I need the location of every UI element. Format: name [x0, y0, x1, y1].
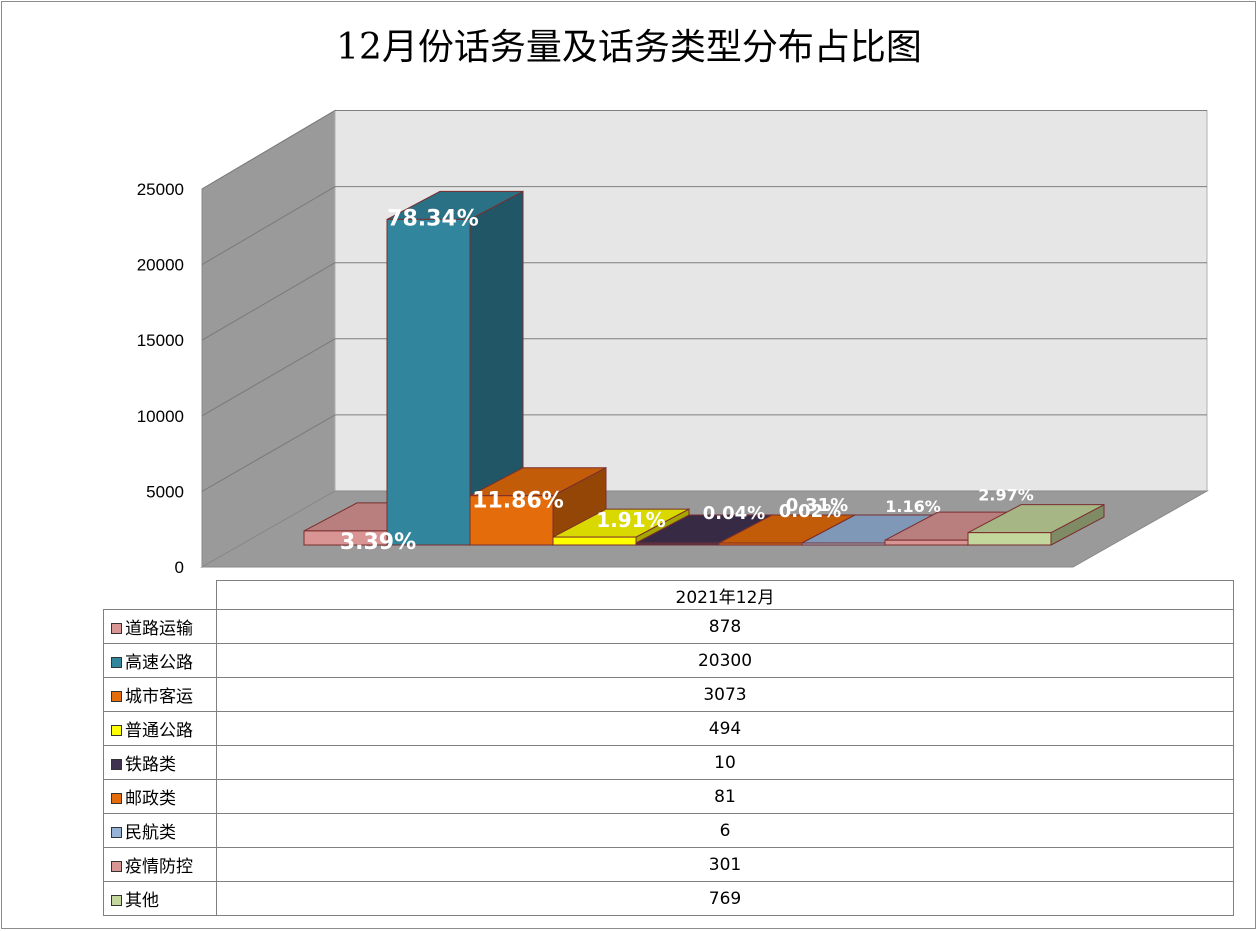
bar-front	[635, 542, 720, 546]
category-cell: 普通公路	[103, 711, 217, 746]
category-label: 高速公路	[125, 653, 193, 673]
legend-key	[111, 793, 122, 804]
y-tick-label: 15000	[137, 331, 184, 350]
percent-label-1: 3.39%	[340, 530, 416, 555]
legend-key	[111, 623, 122, 634]
table-row: 城市客运 3073	[103, 677, 1234, 712]
table-row: 普通公路 494	[103, 711, 1234, 746]
percent-label-9: 2.97%	[978, 486, 1034, 505]
y-axis-ticks: 0 5000 10000 15000 20000 25000	[137, 180, 184, 577]
percent-label-6: 0.31%	[786, 495, 848, 516]
bar-front	[552, 536, 637, 546]
category-cell: 民航类	[103, 813, 217, 848]
category-label: 疫情防控	[125, 857, 193, 877]
value-cell: 494	[216, 711, 1234, 746]
category-label: 道路运输	[125, 619, 193, 639]
value-cell: 878	[216, 609, 1234, 644]
category-label: 民航类	[125, 823, 176, 843]
y-tick-label: 25000	[137, 180, 184, 199]
table-row: 铁路类 10	[103, 745, 1234, 780]
table-header-row: 2021年12月	[103, 580, 1234, 610]
y-tick-label: 10000	[137, 407, 184, 426]
value-cell: 301	[216, 847, 1234, 882]
left-wall	[201, 109, 336, 568]
legend-key	[111, 759, 122, 770]
data-table: 2021年12月 道路运输 878 高速公路 20300 城市客运 3073 普通公路 494…	[103, 580, 1234, 916]
percent-label-4: 1.91%	[596, 508, 665, 532]
category-cell: 城市客运	[103, 677, 217, 712]
gridline	[201, 414, 336, 492]
y-tick-label: 20000	[137, 256, 184, 275]
gridline	[201, 338, 336, 417]
value-cell: 6	[216, 813, 1234, 848]
category-cell: 高速公路	[103, 643, 217, 678]
gridline	[201, 110, 336, 190]
value-cell: 10	[216, 745, 1234, 780]
bar-front	[469, 495, 554, 546]
percent-label-2: 78.34%	[387, 206, 479, 231]
chart-bars	[303, 190, 1105, 546]
category-cell: 邮政类	[103, 779, 217, 814]
percent-label-5: 0.04%	[703, 503, 765, 524]
bar-front	[967, 532, 1052, 546]
bar-2	[386, 190, 524, 546]
table-row: 民航类 6	[103, 813, 1234, 848]
legend-key	[111, 691, 122, 702]
category-label: 邮政类	[125, 789, 176, 809]
table-row: 道路运输 878	[103, 609, 1234, 644]
table-row: 其他 769	[103, 881, 1234, 916]
category-cell: 道路运输	[103, 609, 217, 644]
chart-title: 12月份话务量及话务类型分布占比图	[336, 27, 922, 68]
percent-label-8: 1.16%	[885, 497, 941, 516]
legend-key	[111, 895, 122, 906]
y-tick-label: 0	[175, 558, 184, 577]
legend-key	[111, 827, 122, 838]
legend-key	[111, 725, 122, 736]
value-cell: 3073	[216, 677, 1234, 712]
table-corner	[103, 580, 217, 610]
legend-key	[111, 861, 122, 872]
gridline	[201, 262, 336, 341]
chart-walls	[200, 109, 1209, 568]
table-row: 邮政类 81	[103, 779, 1234, 814]
percent-label-7: 0.02%	[779, 501, 841, 522]
y-tick-label: 5000	[146, 482, 184, 501]
bar-9	[967, 503, 1105, 546]
table-row: 高速公路 20300	[103, 643, 1234, 678]
legend-key	[111, 657, 122, 668]
bar-percent-labels: 3.39% 78.34% 11.86% 1.91% 0.04% 0.31%0.02% 1.1…	[340, 206, 1034, 555]
series-label: 2021年12月	[216, 580, 1234, 610]
category-label: 城市客运	[125, 687, 193, 707]
value-cell: 81	[216, 779, 1234, 814]
category-label: 其他	[125, 891, 159, 911]
bar-front	[718, 542, 803, 546]
table-row: 疫情防控 301	[103, 847, 1234, 882]
bar-front	[386, 218, 471, 546]
bar-3	[469, 466, 607, 546]
category-cell: 铁路类	[103, 745, 217, 780]
bar-front	[801, 542, 886, 546]
value-cell: 20300	[216, 643, 1234, 678]
category-cell: 疫情防控	[103, 847, 217, 882]
percent-label-3: 11.86%	[472, 489, 564, 514]
category-label: 普通公路	[125, 721, 193, 741]
gridline	[201, 186, 336, 266]
category-cell: 其他	[103, 881, 217, 916]
bar-front	[884, 539, 969, 546]
value-cell: 769	[216, 881, 1234, 916]
category-label: 铁路类	[125, 755, 176, 775]
